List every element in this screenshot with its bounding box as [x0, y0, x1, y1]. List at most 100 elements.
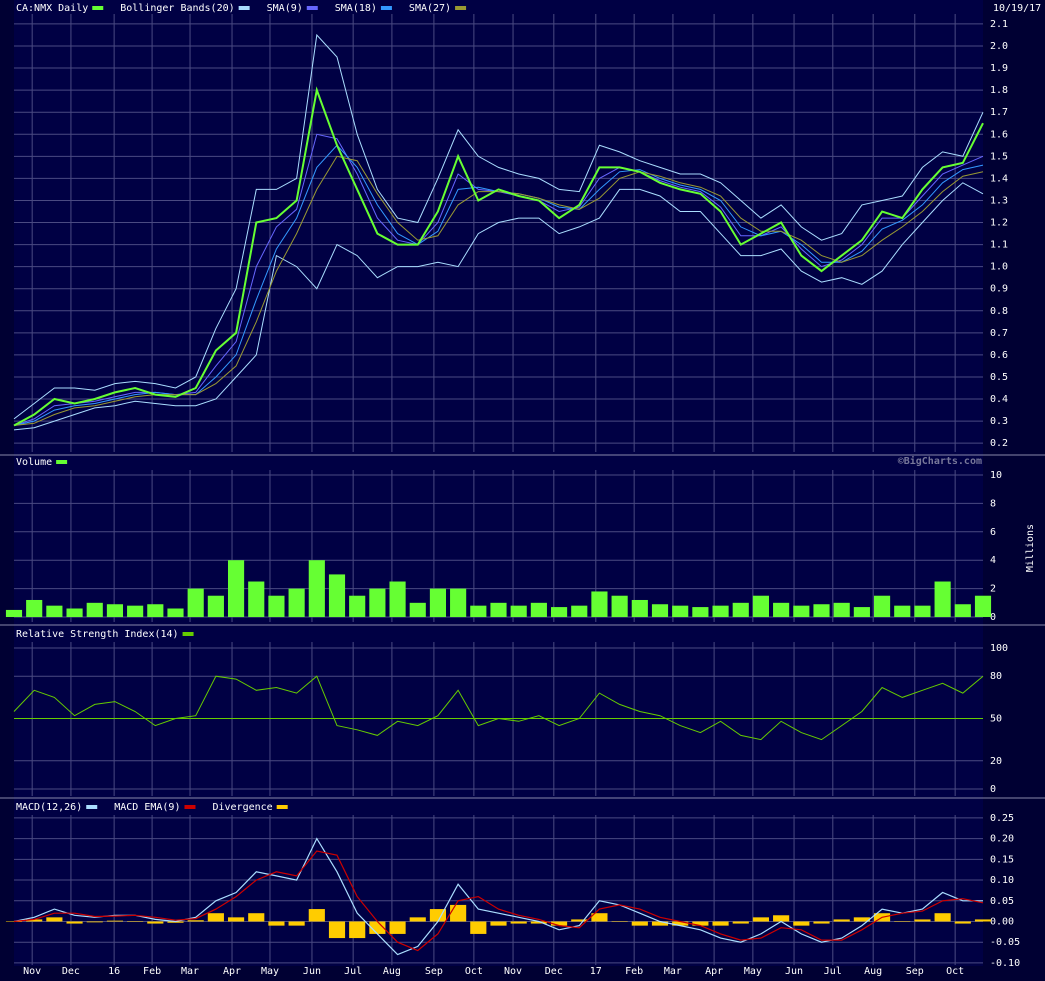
rsi-panel	[14, 625, 983, 798]
volume-bar	[934, 581, 951, 618]
volume-bar	[853, 607, 870, 618]
volume-bar	[873, 595, 891, 618]
divergence-bar	[631, 921, 648, 926]
legend-label: SMA(27)	[409, 3, 451, 14]
y-tick-label: 1.6	[990, 129, 1008, 140]
x-tick-label: Dec	[545, 966, 563, 977]
divergence-bar	[894, 921, 911, 922]
legend-swatch	[238, 6, 250, 10]
divergence-bar	[429, 909, 447, 922]
x-tick-label: Feb	[625, 966, 643, 977]
y-tick-label: 0.00	[990, 916, 1014, 927]
y-tick-label: 0.2	[990, 438, 1008, 449]
divergence-bar	[227, 917, 245, 922]
y-tick-label: 0.5	[990, 372, 1008, 383]
divergence-bar	[106, 920, 124, 922]
divergence-bar	[389, 921, 406, 934]
volume-bar	[712, 605, 729, 618]
volume-bar	[147, 604, 164, 618]
y-tick-label: 0.3	[990, 416, 1008, 427]
legend-label: MACD EMA(9)	[114, 802, 180, 813]
divergence-bar	[611, 921, 628, 922]
volume-bar	[66, 608, 83, 618]
x-tick-label: 17	[590, 966, 602, 977]
volume-bar	[5, 609, 23, 618]
y-tick-label: 50	[990, 714, 1002, 725]
volume-bar	[227, 560, 245, 618]
divergence-bar	[651, 921, 669, 926]
y-tick-label: 2.1	[990, 19, 1008, 30]
y-tick-label: 1.0	[990, 262, 1008, 273]
legend-swatch	[306, 6, 318, 10]
date: 10/19/17	[993, 3, 1041, 14]
x-tick-label: Sep	[906, 966, 924, 977]
y-tick-label: 10	[990, 470, 1002, 481]
y-tick-label: 0.15	[990, 854, 1014, 865]
divergence-bar	[853, 917, 870, 922]
volume-bar	[450, 588, 467, 618]
legend-label: Bollinger Bands(20)	[120, 3, 234, 14]
volume-bar	[248, 581, 265, 618]
macd-line	[13, 850, 984, 952]
divergence-bar	[773, 915, 790, 922]
x-tick-label: Jun	[785, 966, 803, 977]
divergence-bar	[732, 921, 749, 924]
y-tick-label: -0.05	[990, 937, 1020, 948]
volume-bar	[530, 602, 547, 618]
legend-label: MACD(12,26)	[16, 802, 82, 813]
volume-bar	[187, 588, 204, 618]
x-tick-label: Aug	[383, 966, 401, 977]
y-tick-label: 1.9	[990, 63, 1008, 74]
y-tick-label: 0.6	[990, 350, 1008, 361]
divergence-bar	[127, 921, 144, 922]
divergence-bar	[369, 921, 386, 934]
divergence-bar	[470, 921, 487, 934]
y-tick-label: 0.8	[990, 306, 1008, 317]
volume-bar	[349, 595, 366, 618]
y-tick-label: 20	[990, 756, 1002, 767]
legend-label: Divergence	[212, 802, 272, 813]
y-tick-label: 1.7	[990, 107, 1008, 118]
volume-bar	[611, 595, 628, 618]
divergence-bar	[914, 919, 931, 922]
y-tick-label: 6	[990, 527, 996, 538]
volume-panel	[14, 455, 983, 625]
legend-swatch	[455, 6, 467, 10]
x-tick-label: Nov	[504, 966, 522, 977]
y-tick-label: 0	[990, 784, 996, 795]
divergence-bar	[147, 921, 164, 924]
volume-bar	[207, 595, 224, 618]
volume-bar	[470, 605, 487, 618]
divergence-bar	[328, 921, 346, 939]
volume-bar	[510, 605, 527, 618]
legend-swatch	[380, 6, 392, 10]
divergence-bar	[308, 909, 325, 922]
divergence-bar	[530, 921, 547, 924]
y-tick-label: 2.0	[990, 41, 1008, 52]
x-tick-label: Nov	[23, 966, 41, 977]
macd-line	[13, 837, 983, 956]
y-tick-label: 0.05	[990, 896, 1014, 907]
source: ©BigCharts.com	[898, 455, 982, 467]
volume-bar	[550, 607, 568, 618]
legend-label: CA:NMX Daily	[16, 3, 88, 14]
y-tick-label: 0.7	[990, 328, 1008, 339]
divergence-bar	[66, 921, 83, 924]
y-tick-label: 1.4	[990, 173, 1008, 184]
divergence-bar	[752, 917, 770, 922]
y-tick-label: 8	[990, 498, 996, 509]
divergence-bar	[833, 919, 850, 922]
x-tick-label: Mar	[181, 966, 199, 977]
legend-label: Relative Strength Index(14)	[16, 629, 179, 640]
y-tick-label: 0.10	[990, 875, 1014, 886]
bollinger-upper	[13, 33, 984, 420]
divergence-bar	[793, 921, 810, 926]
legend-label: SMA(18)	[335, 3, 377, 14]
volume-bar	[954, 604, 971, 618]
y-tick-label: 4	[990, 555, 996, 566]
x-tick-label: Oct	[946, 966, 964, 977]
x-tick-label: Jul	[344, 966, 362, 977]
volume-bar	[833, 602, 850, 618]
volume-bar	[914, 605, 931, 618]
